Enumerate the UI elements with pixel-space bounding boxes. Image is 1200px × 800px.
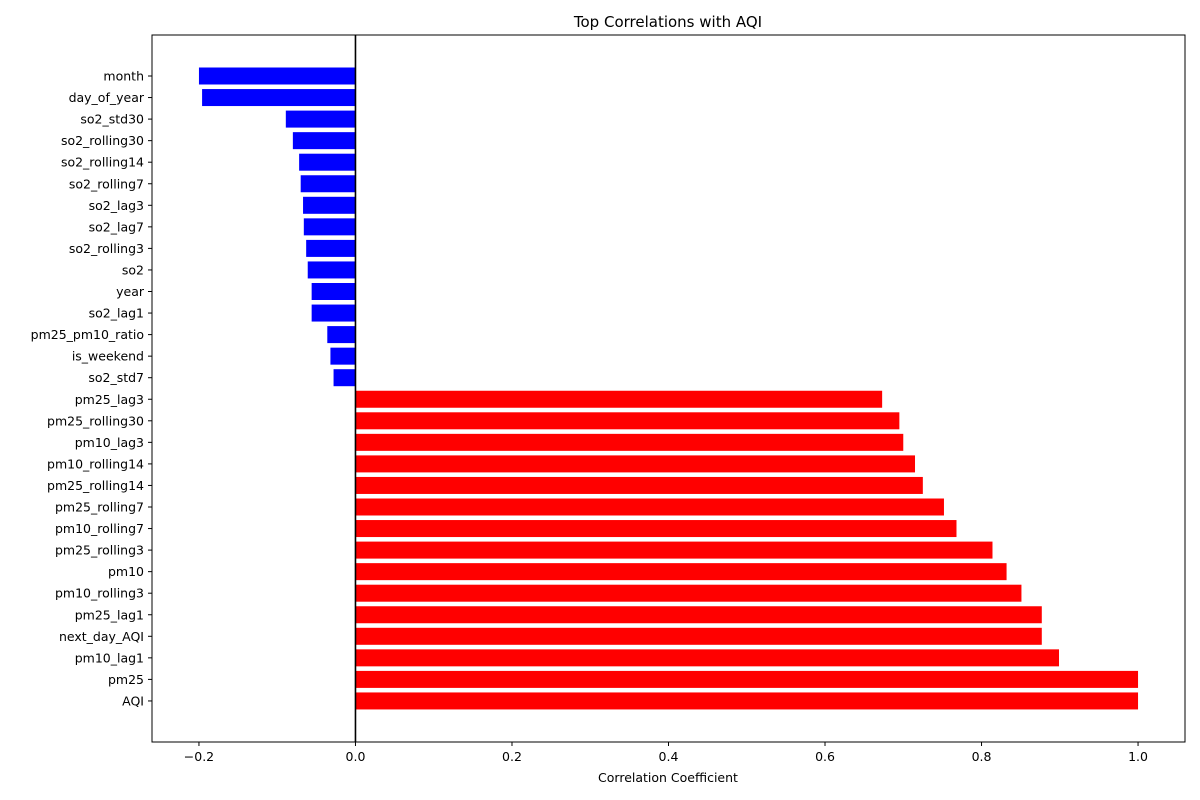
y-tick-label: pm25_rolling14 (47, 478, 144, 493)
bar-pm25 (355, 670, 1139, 688)
bar-so2_rolling7 (300, 175, 356, 193)
y-tick-labels: month day_of_year so2_std30 so2_rolling30so… (31, 69, 152, 708)
bar-next_day_AQI (355, 627, 1042, 645)
y-tick-label: next_day_AQI (59, 629, 144, 644)
y-tick-label: so2_std30 (80, 112, 144, 127)
bar-AQI (355, 692, 1139, 710)
bar-pm25_rolling3 (355, 541, 993, 559)
y-tick-label: is_weekend (72, 349, 144, 364)
x-axis-label: Correlation Coefficient (598, 770, 738, 785)
y-tick-label: pm10_rolling3 (55, 586, 144, 601)
bar-so2_lag3 (303, 196, 356, 214)
bar-so2_rolling30 (292, 132, 356, 150)
y-tick-label: so2_rolling14 (61, 155, 144, 170)
bar-so2_std7 (333, 369, 356, 387)
bar-year (311, 283, 356, 300)
x-tick-label: 1.0 (1128, 749, 1148, 764)
chart-title: Top Correlations with AQI (573, 13, 762, 31)
bar-pm10 (355, 563, 1007, 581)
y-tick-label: month (103, 69, 144, 84)
bar-is_weekend (330, 347, 356, 365)
y-tick-label: pm25_pm10_ratio (31, 327, 144, 342)
bar-pm25_rolling14 (355, 476, 923, 494)
y-tick-label: so2_rolling30 (61, 133, 144, 148)
bar-pm25_rolling30 (355, 412, 900, 430)
bar-pm10_lag1 (355, 649, 1060, 667)
bar-so2_rolling3 (306, 239, 356, 257)
y-tick-label: so2_rolling7 (69, 176, 144, 191)
y-tick-label: pm25_rolling3 (55, 543, 144, 558)
bar-pm25_lag1 (355, 606, 1042, 624)
bar-pm10_rolling3 (355, 584, 1022, 602)
y-tick-label: pm10_lag1 (75, 650, 144, 665)
bar-pm25_lag3 (355, 390, 883, 408)
x-tick-label: −0.2 (184, 749, 214, 764)
bar-pm25_pm10_ratio (327, 326, 356, 344)
x-tick-label: 0.6 (815, 749, 835, 764)
y-tick-label: pm10_rolling14 (47, 456, 144, 471)
x-tick-label: 0.4 (659, 749, 679, 764)
bar-so2_rolling14 (299, 153, 356, 171)
bar-so2_lag1 (311, 304, 356, 322)
y-tick-label: pm25_lag1 (75, 607, 144, 622)
x-tick-label: 0.0 (346, 749, 366, 764)
bar-so2_std30 (285, 110, 356, 128)
bar-month (198, 67, 356, 85)
y-tick-label: pm25_rolling30 (47, 413, 144, 428)
bar-group (198, 67, 1139, 710)
y-tick-label: AQI (122, 693, 144, 708)
y-tick-label: so2_lag3 (89, 198, 144, 213)
bar-pm10_lag3 (355, 433, 904, 451)
bar-pm25_rolling7 (355, 498, 944, 516)
y-tick-label: pm25_rolling7 (55, 500, 144, 515)
bar-so2_lag7 (303, 218, 356, 236)
y-tick-label: pm25 (108, 672, 144, 687)
y-tick-label: so2_std7 (88, 370, 144, 385)
bar-pm10_rolling7 (355, 520, 957, 538)
x-tick-labels: −0.2 0.0 0.2 0.4 0.6 0.8 1.0 (184, 742, 1148, 764)
x-tick-label: 0.8 (972, 749, 992, 764)
bar-day_of_year (202, 89, 356, 107)
y-tick-label: so2_lag7 (89, 219, 144, 234)
y-tick-label: so2_lag1 (89, 306, 144, 321)
y-tick-label: pm10_lag3 (75, 435, 144, 450)
y-tick-label: year (116, 284, 145, 299)
y-tick-label: pm10 (108, 564, 144, 579)
bar-pm10_rolling14 (355, 455, 916, 473)
y-tick-label: pm25_lag3 (75, 392, 144, 407)
bar-so2 (307, 261, 356, 279)
plot-frame (151, 34, 1186, 743)
y-tick-label: day_of_year (69, 90, 145, 105)
y-tick-label: pm10_rolling7 (55, 521, 144, 536)
x-tick-label: 0.2 (502, 749, 522, 764)
y-tick-label: so2_rolling3 (69, 241, 144, 256)
y-tick-label: so2 (122, 262, 144, 277)
